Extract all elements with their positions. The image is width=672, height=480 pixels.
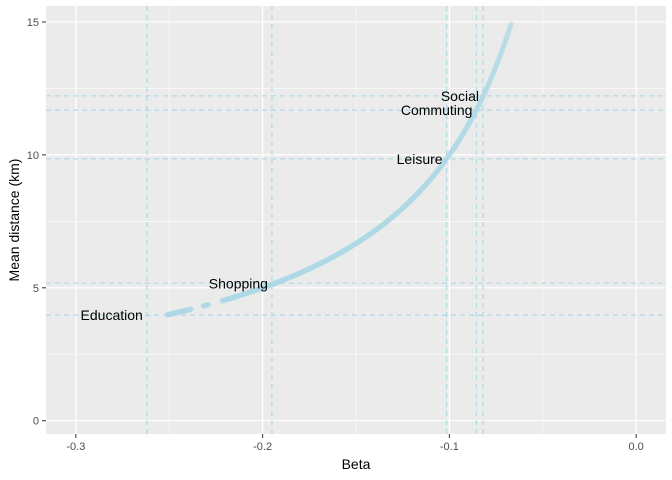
reference-lines [46, 6, 666, 434]
x-tick-label: -0.1 [440, 441, 459, 453]
y-tick-label: 0 [33, 416, 39, 428]
data-point [508, 21, 514, 27]
data-point [205, 301, 212, 308]
x-tick-label: -0.2 [253, 441, 272, 453]
y-tick-label: 5 [33, 283, 39, 295]
x-axis-title: Beta [342, 456, 371, 472]
data-points [164, 21, 514, 318]
y-axis-title: Mean distance (km) [6, 159, 22, 282]
x-tick-label: 0.0 [628, 441, 643, 453]
grid-major [46, 6, 666, 434]
annotation-label: Shopping [209, 275, 268, 291]
annotation-label: Social [441, 88, 479, 104]
grid-minor [46, 6, 666, 434]
annotation-label: Commuting [401, 102, 473, 118]
annotation-label: Leisure [397, 151, 443, 167]
x-axis-ticks: -0.3 -0.2 -0.1 0.0 [66, 434, 644, 453]
y-tick-label: 10 [27, 150, 39, 162]
data-point [188, 306, 194, 312]
y-axis-ticks: 0 5 10 15 [27, 17, 46, 428]
annotation-label: Education [81, 307, 143, 323]
y-tick-label: 15 [27, 17, 39, 29]
x-tick-label: -0.3 [66, 441, 85, 453]
